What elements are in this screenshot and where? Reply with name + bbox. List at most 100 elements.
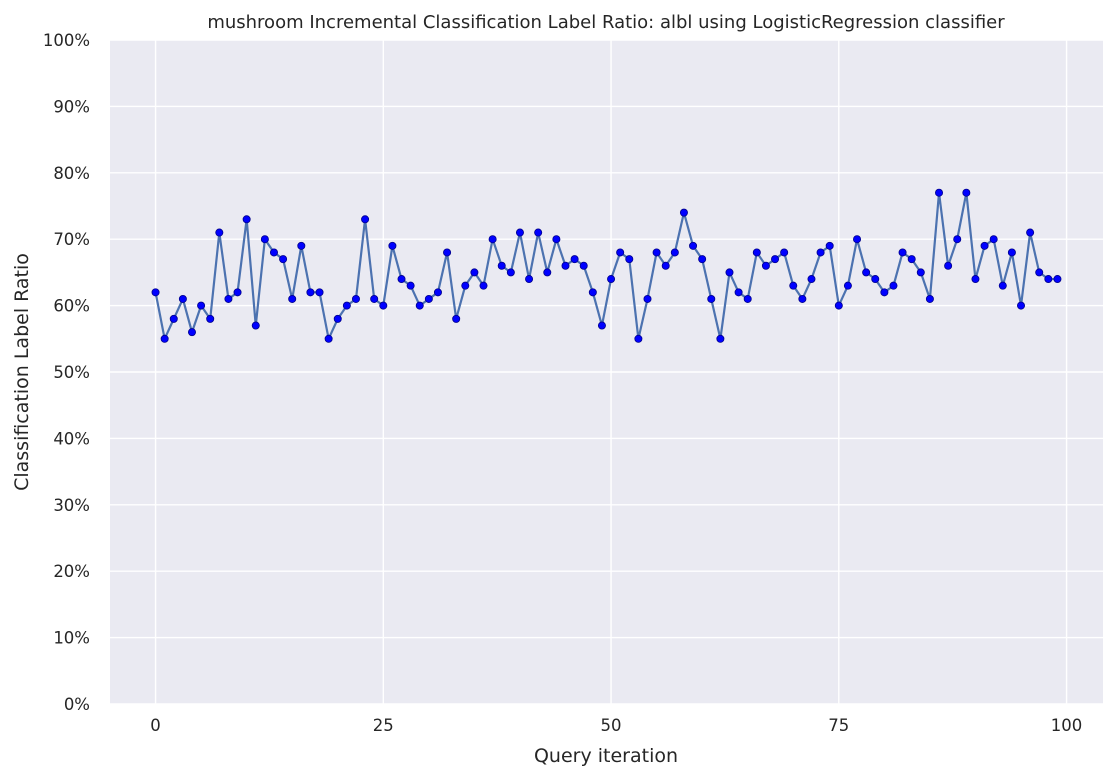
data-point	[925, 294, 934, 303]
data-point	[798, 294, 807, 303]
y-tick-label: 60%	[53, 297, 90, 316]
y-tick-label: 100%	[43, 31, 90, 50]
x-axis-label: Query iteration	[534, 745, 678, 767]
data-point	[1017, 301, 1026, 310]
data-point	[834, 301, 843, 310]
data-point	[935, 188, 944, 197]
data-point	[843, 281, 852, 290]
data-point	[825, 241, 834, 250]
data-point	[570, 255, 579, 264]
data-point	[497, 261, 506, 270]
y-tick-label: 90%	[53, 97, 90, 116]
y-axis-label: Classification Label Ratio	[11, 253, 33, 491]
data-point	[989, 235, 998, 244]
data-point	[187, 328, 196, 337]
data-point	[670, 248, 679, 257]
x-tick-label: 50	[601, 716, 622, 735]
data-point	[379, 301, 388, 310]
data-point	[862, 268, 871, 277]
data-point	[752, 248, 761, 257]
data-point	[962, 188, 971, 197]
data-point	[916, 268, 925, 277]
y-tick-label: 20%	[53, 562, 90, 581]
data-point	[898, 248, 907, 257]
y-tick-label: 0%	[64, 695, 90, 714]
data-point	[351, 294, 360, 303]
data-point	[953, 235, 962, 244]
data-point	[288, 294, 297, 303]
data-point	[944, 261, 953, 270]
data-point	[579, 261, 588, 270]
data-point	[661, 261, 670, 270]
data-point	[597, 321, 606, 330]
data-point	[588, 288, 597, 297]
data-point	[998, 281, 1007, 290]
y-tick-label: 50%	[53, 363, 90, 382]
data-point	[424, 294, 433, 303]
data-point	[971, 275, 980, 284]
data-point	[224, 294, 233, 303]
data-point	[315, 288, 324, 297]
data-point	[233, 288, 242, 297]
data-point	[461, 281, 470, 290]
data-point	[160, 334, 169, 343]
data-point	[816, 248, 825, 257]
data-point	[415, 301, 424, 310]
data-point	[361, 215, 370, 224]
data-point	[707, 294, 716, 303]
y-tick-label: 30%	[53, 496, 90, 515]
data-point	[515, 228, 524, 237]
data-point	[1053, 275, 1062, 284]
data-point	[889, 281, 898, 290]
data-point	[488, 235, 497, 244]
data-point	[734, 288, 743, 297]
data-point	[242, 215, 251, 224]
y-tick-label: 40%	[53, 429, 90, 448]
data-point	[789, 281, 798, 290]
data-point	[370, 294, 379, 303]
data-point	[980, 241, 989, 250]
data-point	[1026, 228, 1035, 237]
data-point	[634, 334, 643, 343]
data-point	[197, 301, 206, 310]
data-point	[470, 268, 479, 277]
data-point	[771, 255, 780, 264]
data-point	[525, 275, 534, 284]
data-point	[880, 288, 889, 297]
data-point	[652, 248, 661, 257]
data-point	[807, 275, 816, 284]
data-point	[178, 294, 187, 303]
data-point	[452, 314, 461, 323]
data-point	[743, 294, 752, 303]
x-tick-label: 100	[1051, 716, 1083, 735]
data-point	[506, 268, 515, 277]
data-point	[479, 281, 488, 290]
x-tick-label: 75	[828, 716, 849, 735]
data-point	[260, 235, 269, 244]
series-line	[154, 191, 1058, 340]
data-point	[269, 248, 278, 257]
data-point	[871, 275, 880, 284]
y-tick-label: 10%	[53, 629, 90, 648]
data-point	[388, 241, 397, 250]
data-point	[297, 241, 306, 250]
data-point	[534, 228, 543, 237]
data-point	[406, 281, 415, 290]
data-point	[543, 268, 552, 277]
data-point	[1035, 268, 1044, 277]
x-tick-labels: 0 25 50 75 100	[150, 716, 1082, 735]
data-point	[607, 275, 616, 284]
data-point	[169, 314, 178, 323]
grid-lines	[110, 39, 1103, 705]
data-point	[306, 288, 315, 297]
series-markers	[151, 188, 1062, 343]
data-point	[279, 255, 288, 264]
y-tick-labels: 0% 10% 20% 30% 40% 50% 60% 70% 80% 90% 100%	[43, 31, 90, 714]
data-point	[443, 248, 452, 257]
chart-title: mushroom Incremental Classification Labe…	[207, 12, 1005, 33]
data-point	[625, 255, 634, 264]
data-point	[215, 228, 224, 237]
data-point	[324, 334, 333, 343]
data-point	[561, 261, 570, 270]
